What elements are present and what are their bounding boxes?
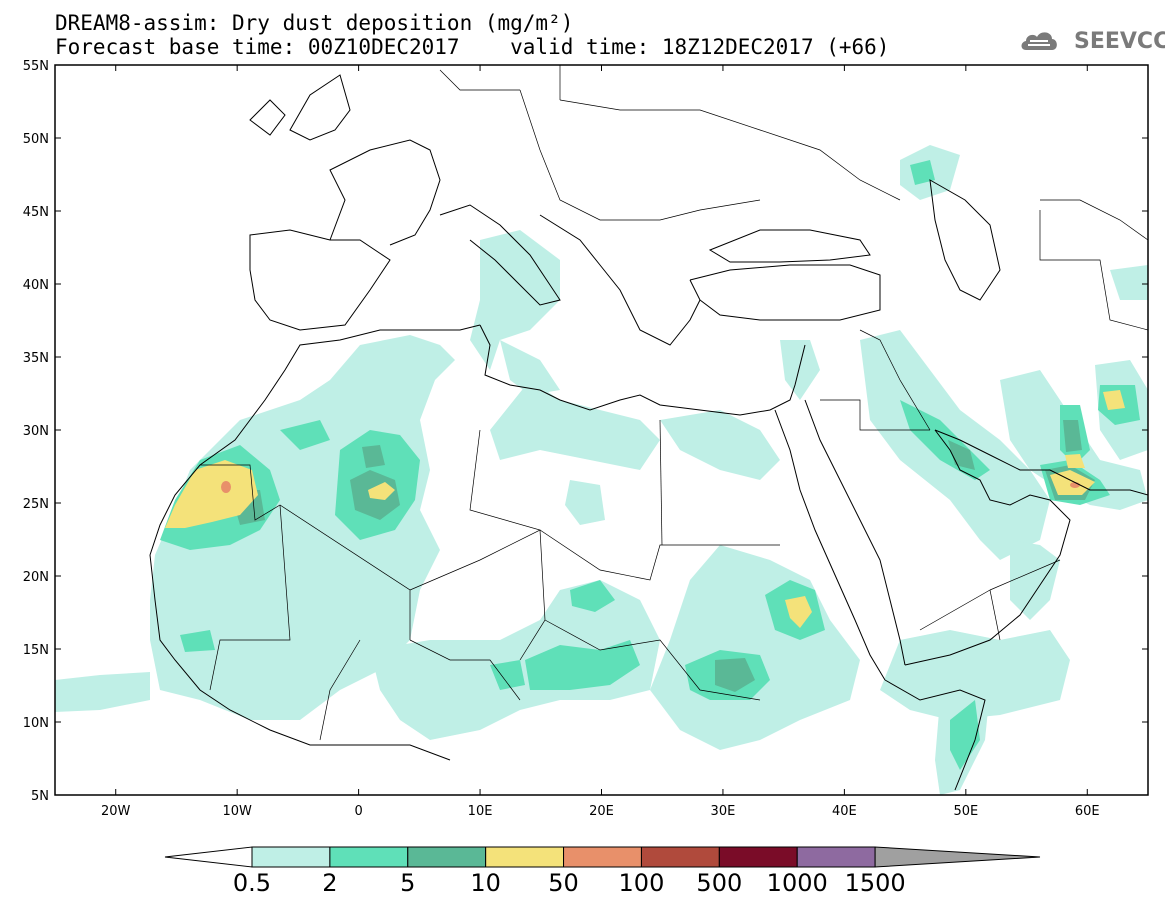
colorbar-label: 1000 (767, 869, 828, 897)
lat-tick-label: 5N (31, 789, 49, 804)
latitude-axis: 55N 50N 45N 40N 35N 30N 25N 20N 15N 10N 5N (23, 59, 1148, 804)
colorbar-legend: 0.5 2 5 10 50 100 500 1000 1500 (164, 846, 1041, 897)
colorbar-max-arrow (874, 846, 1041, 868)
lat-tick-label: 45N (23, 205, 49, 220)
colorbar-label: 100 (619, 869, 665, 897)
country-borders (200, 65, 1148, 741)
colorbar-label: 5 (400, 869, 415, 897)
colorbar-swatch (718, 846, 798, 868)
lat-tick-label: 25N (23, 497, 49, 512)
lon-tick-label: 20W (101, 804, 131, 819)
lon-tick-label: 20E (589, 804, 614, 819)
lat-tick-label: 40N (23, 278, 49, 293)
coastlines (149, 74, 1148, 791)
lat-tick-label: 35N (23, 351, 49, 366)
lat-tick-label: 50N (23, 132, 49, 147)
colorbar-label: 2 (322, 869, 337, 897)
colorbar-swatch (251, 846, 331, 868)
longitude-axis: 20W 10W 0 10E 20E 30E 40E 50E 60E (101, 65, 1100, 819)
logo-text: SEEVCCC (1074, 29, 1165, 54)
colorbar-label: 1500 (845, 869, 906, 897)
colorbar-label: 500 (696, 869, 742, 897)
colorbar-label: 50 (548, 869, 579, 897)
colorbar-swatch (407, 846, 487, 868)
lat-tick-label: 30N (23, 424, 49, 439)
lon-tick-label: 40E (832, 804, 857, 819)
lon-tick-label: 10W (222, 804, 252, 819)
colorbar-swatch (796, 846, 876, 868)
lon-tick-label: 10E (468, 804, 493, 819)
lat-tick-label: 15N (23, 643, 49, 658)
lon-tick-label: 30E (711, 804, 736, 819)
colorbar-min-arrow (164, 846, 253, 868)
lon-tick-label: 50E (953, 804, 978, 819)
lon-tick-label: 60E (1075, 804, 1100, 819)
map-subtitle: Forecast base time: 00Z10DEC2017 valid t… (55, 35, 890, 59)
cloud-icon (1021, 32, 1057, 50)
colorbar-swatch (640, 846, 720, 868)
colorbar-swatch (563, 846, 642, 868)
colorbar-swatch (329, 846, 409, 868)
colorbar-label: 0.5 (233, 869, 271, 897)
lat-tick-label: 20N (23, 570, 49, 585)
lat-tick-label: 10N (23, 716, 49, 731)
colorbar-swatch (485, 846, 565, 868)
map-title: DREAM8-assim: Dry dust deposition (mg/m²… (55, 11, 574, 35)
colorbar-label: 10 (470, 869, 501, 897)
lon-tick-label: 0 (354, 804, 362, 819)
lat-tick-label: 55N (23, 59, 49, 74)
